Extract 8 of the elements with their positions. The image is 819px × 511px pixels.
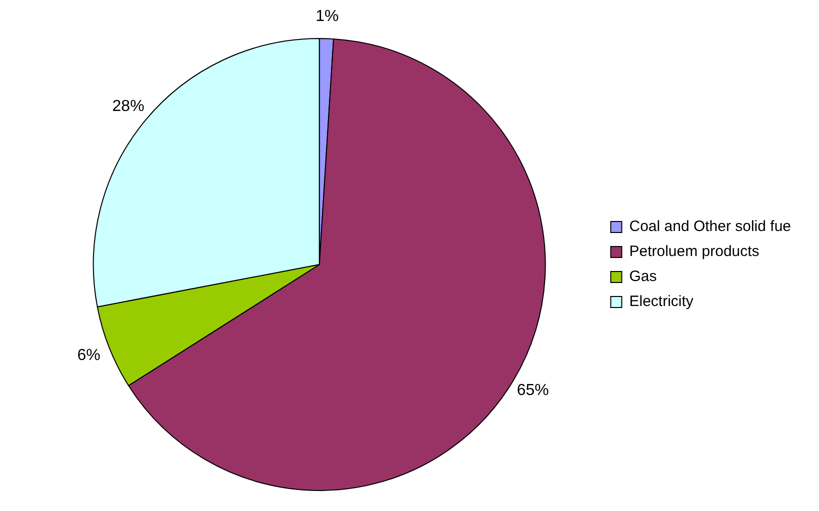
legend-label: Petroluem products (629, 243, 760, 260)
legend-label: Gas (629, 268, 657, 286)
legend-label: Electricity (629, 293, 694, 310)
data-label: 6% (77, 347, 100, 364)
data-label: 65% (516, 382, 549, 400)
data-label: 1% (316, 8, 339, 26)
data-label: 28% (112, 98, 144, 115)
legend-label: Coal and Other solid fue (629, 218, 792, 236)
